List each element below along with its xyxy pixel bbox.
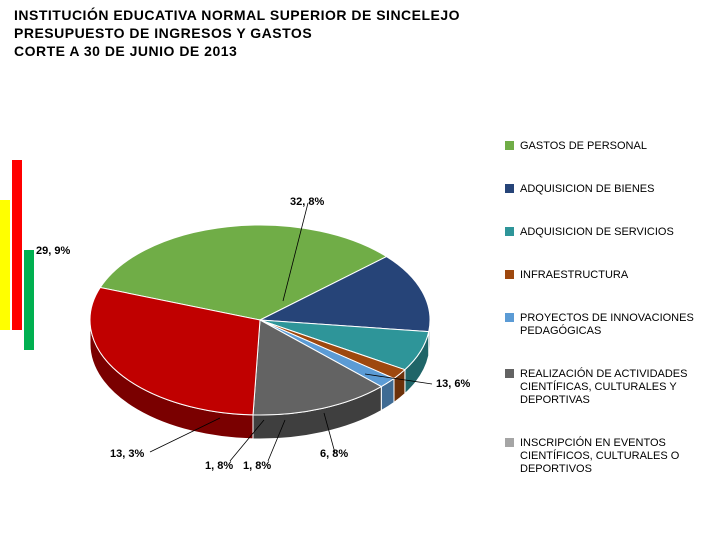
legend-label: ADQUISICION DE SERVICIOS bbox=[520, 226, 674, 239]
data-label: 13, 3% bbox=[110, 448, 144, 460]
legend: GASTOS DE PERSONAL ADQUISICION DE BIENES A… bbox=[505, 140, 715, 506]
page: INSTITUCIÓN EDUCATIVA NORMAL SUPERIOR DE… bbox=[0, 0, 720, 540]
legend-label: PROYECTOS DE INNOVACIONES PEDAGÓGICAS bbox=[520, 312, 715, 338]
data-label: 32, 8% bbox=[290, 196, 324, 208]
legend-label: INSCRIPCIÓN EN EVENTOS CIENTÍFICOS, CULT… bbox=[520, 437, 715, 476]
accent-bar bbox=[0, 200, 10, 330]
title-line-3: CORTE A 30 DE JUNIO DE 2013 bbox=[14, 42, 460, 60]
data-label: 6, 8% bbox=[320, 448, 348, 460]
legend-item: REALIZACIÓN DE ACTIVIDADES CIENTÍFICAS, … bbox=[505, 368, 715, 407]
pie-svg bbox=[90, 210, 450, 470]
data-label: 1, 8% bbox=[243, 460, 271, 472]
legend-label: INFRAESTRUCTURA bbox=[520, 269, 628, 282]
title-block: INSTITUCIÓN EDUCATIVA NORMAL SUPERIOR DE… bbox=[14, 6, 460, 60]
data-label: 13, 6% bbox=[436, 378, 470, 390]
legend-item: ADQUISICION DE SERVICIOS bbox=[505, 226, 715, 239]
legend-item: INSCRIPCIÓN EN EVENTOS CIENTÍFICOS, CULT… bbox=[505, 437, 715, 476]
legend-swatch bbox=[505, 227, 514, 236]
legend-swatch bbox=[505, 313, 514, 322]
legend-label: ADQUISICION DE BIENES bbox=[520, 183, 654, 196]
legend-swatch bbox=[505, 270, 514, 279]
legend-item: INFRAESTRUCTURA bbox=[505, 269, 715, 282]
data-label: 1, 8% bbox=[205, 460, 233, 472]
legend-swatch bbox=[505, 141, 514, 150]
accent-bar bbox=[12, 160, 22, 330]
legend-swatch bbox=[505, 438, 514, 447]
pie-chart bbox=[30, 200, 470, 480]
data-label: 29, 9% bbox=[36, 245, 70, 257]
title-line-1: INSTITUCIÓN EDUCATIVA NORMAL SUPERIOR DE… bbox=[14, 6, 460, 24]
legend-item: GASTOS DE PERSONAL bbox=[505, 140, 715, 153]
legend-swatch bbox=[505, 184, 514, 193]
legend-swatch bbox=[505, 369, 514, 378]
legend-label: GASTOS DE PERSONAL bbox=[520, 140, 647, 153]
legend-item: ADQUISICION DE BIENES bbox=[505, 183, 715, 196]
legend-item: PROYECTOS DE INNOVACIONES PEDAGÓGICAS bbox=[505, 312, 715, 338]
title-line-2: PRESUPUESTO DE INGRESOS Y GASTOS bbox=[14, 24, 460, 42]
legend-label: REALIZACIÓN DE ACTIVIDADES CIENTÍFICAS, … bbox=[520, 368, 715, 407]
pie-wrap bbox=[90, 210, 450, 475]
